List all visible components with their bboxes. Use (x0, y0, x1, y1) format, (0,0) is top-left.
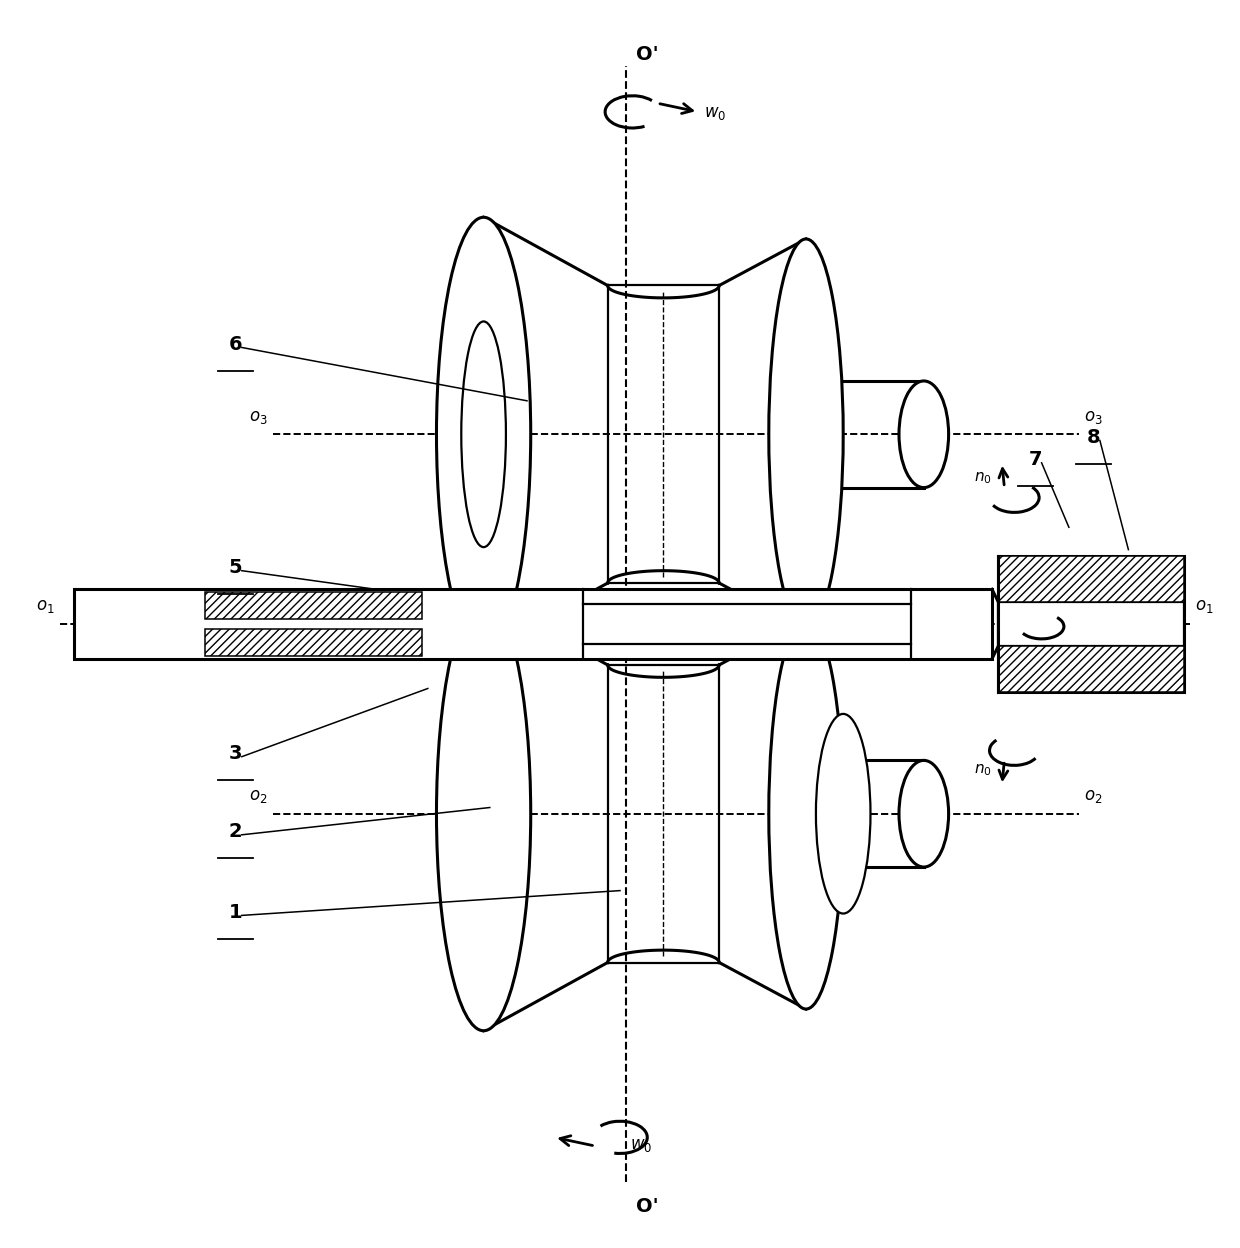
Text: $n_0$: $n_0$ (975, 763, 992, 779)
Ellipse shape (436, 597, 531, 1031)
Text: 6: 6 (229, 334, 242, 353)
Text: 3: 3 (229, 744, 242, 763)
Ellipse shape (899, 381, 949, 488)
Text: $n_0$: $n_0$ (975, 469, 992, 485)
Bar (205, 629, 422, 656)
Bar (74, 589, 992, 659)
Ellipse shape (816, 714, 870, 914)
Text: O': O' (636, 1197, 658, 1216)
Text: O': O' (636, 45, 658, 64)
Ellipse shape (769, 238, 843, 629)
Text: 8: 8 (1087, 428, 1100, 447)
Text: $o_2$: $o_2$ (1084, 787, 1102, 805)
Bar (583, 604, 911, 644)
Text: $o_3$: $o_3$ (1084, 408, 1102, 426)
Text: $n_1$: $n_1$ (1004, 604, 1021, 619)
Ellipse shape (769, 619, 843, 1010)
Text: 7: 7 (1029, 451, 1042, 469)
Text: $w_0$: $w_0$ (704, 104, 727, 122)
Text: 5: 5 (229, 558, 242, 577)
Text: $o_3$: $o_3$ (249, 408, 268, 426)
Text: 2: 2 (229, 822, 242, 841)
Bar (998, 646, 1184, 693)
Bar (998, 555, 1184, 693)
Bar (998, 602, 1184, 646)
Text: $o_1$: $o_1$ (1195, 598, 1214, 615)
Bar (205, 592, 422, 619)
Text: 1: 1 (229, 902, 242, 921)
Text: $o_1$: $o_1$ (36, 598, 55, 615)
Text: $o_2$: $o_2$ (249, 787, 268, 805)
Ellipse shape (899, 760, 949, 867)
Bar (998, 555, 1184, 602)
Ellipse shape (461, 322, 506, 547)
Ellipse shape (436, 217, 531, 651)
Text: $w_0$: $w_0$ (630, 1136, 652, 1154)
